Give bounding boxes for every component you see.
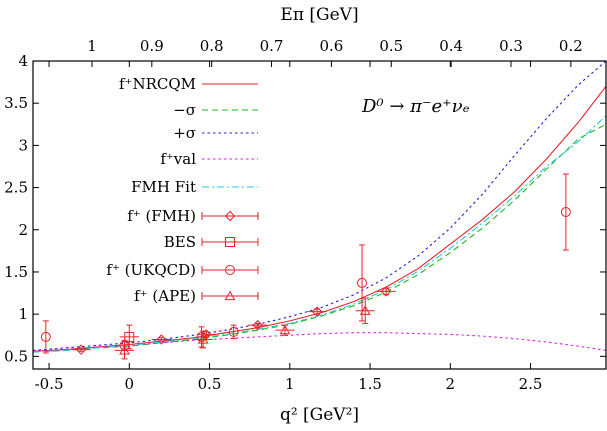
data-point-circle — [196, 331, 207, 342]
data-point-circle — [560, 207, 571, 218]
x-tick-label: 2 — [446, 375, 456, 393]
data-point-square — [124, 331, 135, 342]
legend-label: FMH Fit — [131, 178, 196, 196]
plot-frame — [32, 60, 607, 370]
legend-label: f⁺ (UKQCD) — [106, 261, 196, 279]
legend-marker-diamond — [224, 210, 236, 222]
data-point-circle — [357, 277, 368, 288]
data-point-triangle — [119, 344, 130, 355]
data-point-triangle — [197, 333, 209, 344]
top-tick-label: 0.3 — [499, 37, 523, 55]
legend-label: BES — [164, 233, 196, 251]
data-point-diamond — [156, 334, 167, 345]
data-point-diamond — [252, 319, 263, 331]
top-tick-label: 0.5 — [379, 37, 403, 55]
data-point-diamond — [75, 344, 87, 355]
legend-marker-triangle — [224, 290, 236, 301]
top-tick-label: 0.6 — [319, 37, 343, 55]
x-tick-label: 1 — [285, 375, 295, 393]
curve-line — [33, 115, 606, 353]
top-tick-label: 0.7 — [260, 37, 284, 55]
data-point-circle — [228, 326, 239, 337]
legend-label: f⁺val — [160, 150, 196, 168]
y-tick-label: 1.5 — [4, 263, 28, 281]
data-point-triangle — [359, 305, 371, 315]
data-point-circle — [40, 331, 51, 342]
x-tick-label: -0.5 — [35, 375, 64, 393]
data-point-diamond — [380, 286, 392, 297]
curve-line — [33, 123, 606, 353]
y-tick-label: 1 — [18, 305, 28, 323]
legend-label: f⁺NRCQM — [119, 75, 196, 93]
decay-annotation: D⁰ → π⁻e⁺νₑ — [361, 96, 470, 117]
top-tick-label: 0.4 — [439, 37, 463, 55]
top-tick-label: 0.2 — [559, 37, 583, 55]
y-tick-label: 3.5 — [4, 94, 28, 112]
curve-line — [33, 332, 606, 352]
legend-label: f⁺ (FMH) — [127, 207, 196, 225]
data-points — [40, 173, 571, 360]
y-tick-label: 0.5 — [4, 347, 28, 365]
legend-label: +σ — [173, 124, 196, 142]
y-tick-label: 4 — [18, 52, 28, 70]
curves — [33, 61, 606, 353]
x-tick-label: 0 — [125, 375, 135, 393]
top-tick-label: 0.9 — [140, 37, 164, 55]
data-point-triangle — [279, 324, 291, 335]
legend-marker-circle — [225, 265, 235, 275]
data-point-diamond — [311, 306, 323, 317]
legend-label: −σ — [173, 101, 196, 119]
y-tick-label: 2.5 — [4, 179, 28, 197]
top-tick-label: 1 — [87, 37, 97, 55]
axis-ticks: -0.5 0 0.5 1 1.5 2 2.5 0.5 1 1.5 2 2.5 3 3.5 4 1 0.9 0.8 0… — [4, 37, 606, 393]
x-tick-label: 0.5 — [198, 375, 222, 393]
x-axis-title: q² [GeV²] — [280, 405, 359, 425]
top-axis-title: Eπ [GeV] — [280, 5, 358, 25]
legend: f⁺NRCQM −σ +σ f⁺val FMH Fit f⁺ (FMH) BES f⁺ (UK… — [106, 75, 259, 305]
top-tick-label: 0.8 — [200, 37, 224, 55]
curve-line — [33, 61, 606, 351]
y-tick-label: 2 — [18, 221, 28, 239]
legend-marker-square — [225, 237, 235, 247]
y-tick-label: 3 — [18, 136, 28, 154]
x-tick-label: 2.5 — [519, 375, 543, 393]
legend-label: f⁺ (APE) — [134, 287, 196, 305]
x-tick-label: 1.5 — [358, 375, 382, 393]
